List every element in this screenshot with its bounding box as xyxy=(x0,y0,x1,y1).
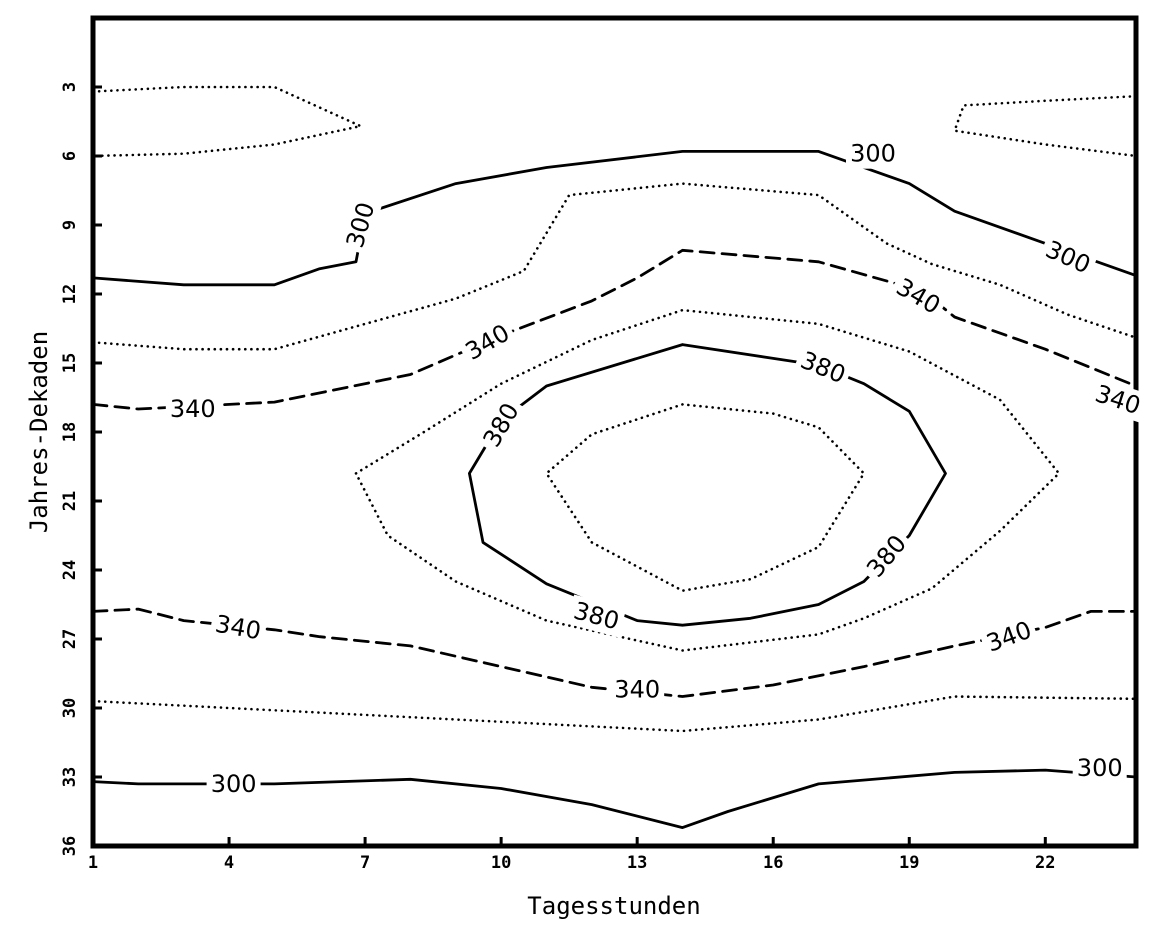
contour-label-background xyxy=(846,138,900,169)
x-tick-label: 13 xyxy=(627,853,647,873)
y-tick-label: 15 xyxy=(60,353,80,373)
contour-label: 380 xyxy=(571,597,622,636)
contour-label-background xyxy=(1072,752,1127,783)
contour-label-background xyxy=(792,343,854,392)
x-axis-title: Tagesstunden xyxy=(527,892,700,920)
contour-label-group-1: 300 xyxy=(338,194,383,256)
x-tick-label: 19 xyxy=(899,853,919,873)
contour-line-340-4 xyxy=(91,248,1138,411)
contour-label-background xyxy=(978,613,1040,661)
x-tick-label: 22 xyxy=(1035,853,1055,873)
contour-lines xyxy=(91,85,1138,829)
contour-label-group-6: 340 xyxy=(1087,377,1149,423)
plot-frame xyxy=(90,15,1139,849)
y-tick-label: 30 xyxy=(60,698,80,718)
contour-label-background xyxy=(208,608,268,647)
contour-label-group-13: 340 xyxy=(978,613,1040,661)
y-tick-label: 36 xyxy=(60,836,80,856)
x-tick-label: 7 xyxy=(360,853,370,873)
contour-label-background xyxy=(610,674,665,705)
y-tick-label: 18 xyxy=(60,422,80,442)
contour-label-background xyxy=(456,315,519,369)
y-axis-title: Jahres-Dekaden xyxy=(25,331,53,533)
contour-line-320-1 xyxy=(91,85,362,158)
contour-label-background xyxy=(338,194,383,256)
contour-label-group-11: 340 xyxy=(208,608,268,647)
y-tick-label: 21 xyxy=(60,491,80,511)
contour-line-400-7 xyxy=(545,403,866,592)
contour-label-background xyxy=(1037,232,1099,282)
y-tick-label: 9 xyxy=(60,220,80,230)
contour-label-background xyxy=(206,768,261,799)
contour-line-320-3 xyxy=(91,182,1138,351)
contour-label-group-0: 300 xyxy=(846,138,900,169)
contour-label: 340 xyxy=(614,676,660,704)
contour-label-background xyxy=(1087,377,1149,423)
contour-label-group-15: 300 xyxy=(1072,752,1127,783)
x-tick-label: 4 xyxy=(224,853,234,873)
y-tick-label: 6 xyxy=(60,151,80,161)
y-tick-label: 24 xyxy=(60,560,80,580)
contour-label-group-5: 340 xyxy=(165,394,220,424)
contour-label: 300 xyxy=(1077,754,1123,782)
contour-label: 340 xyxy=(170,395,216,423)
contour-label-group-2: 300 xyxy=(1037,232,1099,282)
contour-label-group-8: 380 xyxy=(474,394,528,456)
contour-label: 380 xyxy=(797,346,850,389)
x-tick-label: 1 xyxy=(88,853,98,873)
x-axis: 1 4 7 10 13 16 19 22 xyxy=(88,837,1056,873)
contour-label-background xyxy=(887,269,950,323)
y-tick-label: 33 xyxy=(60,767,80,787)
contour-label: 340 xyxy=(983,616,1036,658)
contour-label-background xyxy=(474,394,528,456)
y-tick-label: 3 xyxy=(60,82,80,92)
contour-line-320-2 xyxy=(953,94,1138,158)
contour-label-background xyxy=(857,525,916,587)
contour-line-360-5 xyxy=(354,308,1061,652)
contour-label-group-12: 340 xyxy=(610,674,665,705)
contour-line-300-0 xyxy=(91,150,1138,287)
x-tick-label: 10 xyxy=(491,853,511,873)
contour-label-background xyxy=(165,394,220,424)
contour-line-380-6 xyxy=(468,343,947,627)
contour-label-group-3: 340 xyxy=(887,269,950,323)
y-tick-label: 27 xyxy=(60,629,80,649)
contour-label-group-14: 300 xyxy=(206,768,261,799)
contour-label-group-10: 380 xyxy=(566,594,627,638)
contour-label: 340 xyxy=(213,610,263,646)
contour-label: 300 xyxy=(341,199,381,251)
contour-label: 300 xyxy=(850,140,896,168)
contour-label: 300 xyxy=(211,770,257,798)
contour-label-group-7: 380 xyxy=(792,343,854,392)
contour-label-group-4: 340 xyxy=(456,315,519,369)
contour-label-background xyxy=(566,594,627,638)
y-tick-label: 12 xyxy=(60,284,80,304)
x-tick-label: 16 xyxy=(763,853,783,873)
